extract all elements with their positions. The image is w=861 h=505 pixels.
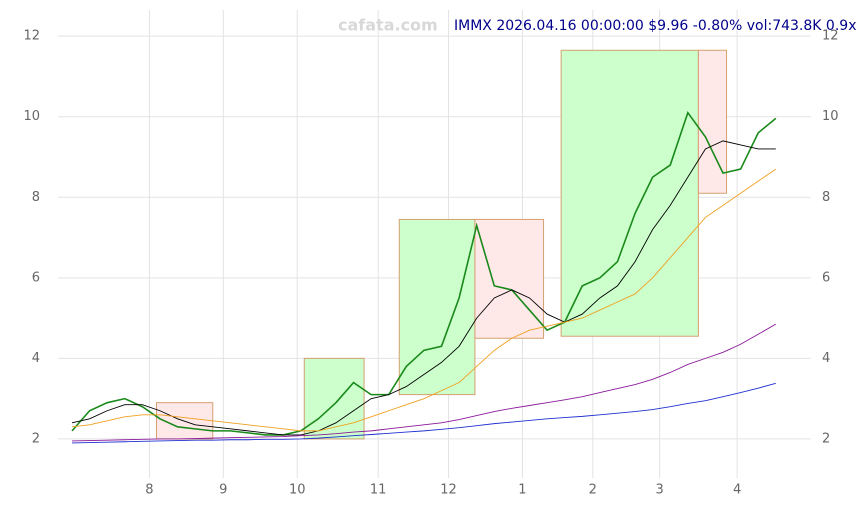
y-tick-label-right: 4 (822, 351, 830, 366)
range-box (560, 49, 699, 337)
range-box (303, 357, 365, 440)
x-tick-label: 4 (733, 483, 741, 498)
y-tick-label-right: 12 (822, 29, 839, 44)
x-tick-label: 3 (656, 483, 664, 498)
y-tick-label-right: 6 (822, 270, 830, 285)
y-tick-label-right: 2 (822, 431, 830, 446)
y-tick-label: 8 (32, 190, 40, 205)
range-box (398, 218, 476, 396)
x-tick-label: 9 (219, 483, 227, 498)
range-box (474, 218, 545, 339)
chart-title: IMMX 2026.04.16 00:00:00 $9.96 -0.80% vo… (454, 18, 857, 34)
series-line (71, 140, 776, 436)
x-tick-label: 10 (289, 483, 306, 498)
y-tick-label: 2 (32, 431, 40, 446)
y-tick-label-right: 8 (822, 190, 830, 205)
series-line (71, 323, 777, 442)
y-tick-label-right: 10 (822, 109, 839, 124)
y-tick-label: 12 (23, 29, 40, 44)
x-tick-label: 2 (589, 483, 597, 498)
series-line (71, 110, 777, 436)
watermark: cafata.com (338, 16, 438, 35)
y-tick-label: 10 (23, 109, 40, 124)
x-tick-label: 1 (518, 483, 526, 498)
series-line (71, 168, 777, 432)
x-tick-label: 11 (370, 483, 387, 498)
x-tick-label: 8 (145, 483, 153, 498)
y-tick-label: 6 (32, 270, 40, 285)
x-tick-label: 12 (440, 483, 457, 498)
series-line (71, 382, 776, 444)
y-tick-label: 4 (32, 351, 40, 366)
